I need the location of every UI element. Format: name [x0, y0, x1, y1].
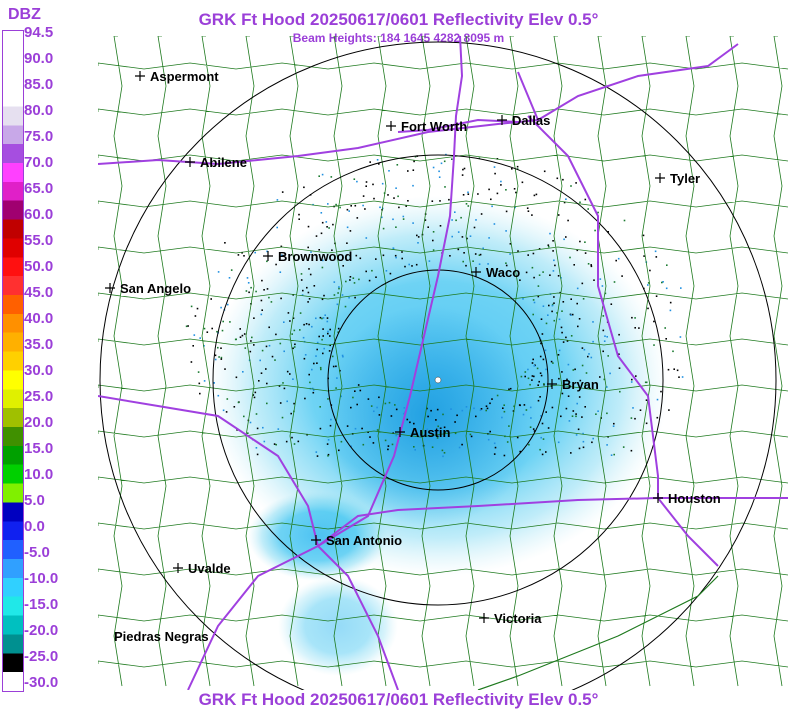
city-label: Brownwood — [278, 249, 352, 264]
city-houston: Houston — [653, 491, 721, 506]
legend-value: -30.0 — [24, 674, 59, 691]
radar-map[interactable]: Aspermont Fort Worth Dallas Abilene Tyler Bro… — [98, 36, 788, 690]
city-marker-icon — [105, 283, 115, 293]
reflectivity-legend: 94.5 90.0 85.0 80.0 75.0 70.0 65.0 60.0 55.0 50.0… — [0, 24, 70, 692]
city-markers: Aspermont Fort Worth Dallas Abilene Tyler Bro… — [105, 69, 721, 644]
county-boundaries — [98, 36, 788, 687]
city-abilene: Abilene — [185, 155, 247, 170]
radar-site-marker — [434, 376, 442, 384]
legend-value: 75.0 — [24, 128, 54, 145]
legend-value: 85.0 — [24, 76, 54, 93]
legend-value: 50.0 — [24, 258, 54, 275]
city-tyler: Tyler — [655, 171, 700, 186]
city-label: Waco — [486, 265, 520, 280]
city-marker-icon — [311, 535, 321, 545]
legend-value: 25.0 — [24, 388, 54, 405]
city-san-antonio: San Antonio — [311, 533, 402, 548]
city-label: Dallas — [512, 113, 550, 128]
city-marker-icon — [471, 267, 481, 277]
legend-value: 94.5 — [24, 24, 54, 41]
legend-value: 45.0 — [24, 284, 54, 301]
city-marker-icon — [497, 115, 507, 125]
city-marker-icon — [655, 173, 665, 183]
city-marker-icon — [135, 71, 145, 81]
city-marker-icon — [395, 427, 405, 437]
legend-value: -10.0 — [24, 570, 59, 587]
legend-value: 65.0 — [24, 180, 54, 197]
legend-value: 40.0 — [24, 310, 54, 327]
coastline — [477, 575, 719, 690]
city-marker-icon — [185, 157, 195, 167]
legend-value: 90.0 — [24, 50, 54, 67]
city-victoria: Victoria — [479, 611, 542, 626]
city-san-angelo: San Angelo — [105, 281, 191, 296]
city-label: San Antonio — [326, 533, 402, 548]
map-title-bottom: GRK Ft Hood 20250617/0601 Reflectivity E… — [198, 690, 599, 709]
legend-value: 60.0 — [24, 206, 54, 223]
legend-value: 15.0 — [24, 440, 54, 457]
legend-value: 80.0 — [24, 102, 54, 119]
city-dallas: Dallas — [497, 113, 550, 128]
legend-value: 70.0 — [24, 154, 54, 171]
city-label: Tyler — [670, 171, 700, 186]
precip-echo-south — [248, 491, 388, 581]
legend-value: 35.0 — [24, 336, 54, 353]
city-label: Abilene — [200, 155, 247, 170]
legend-value: -25.0 — [24, 648, 59, 665]
legend-value: -20.0 — [24, 622, 59, 639]
city-austin: Austin — [395, 425, 451, 440]
city-label: Austin — [410, 425, 451, 440]
legend-value: -15.0 — [24, 596, 59, 613]
city-marker-icon — [653, 493, 663, 503]
city-aspermont: Aspermont — [135, 69, 219, 84]
legend-value: -5.0 — [24, 544, 50, 561]
city-bryan: Bryan — [547, 377, 599, 392]
interstate-highways — [98, 36, 788, 690]
legend-value: 30.0 — [24, 362, 54, 379]
legend-value: 20.0 — [24, 414, 54, 431]
city-label: San Angelo — [120, 281, 191, 296]
city-label: Uvalde — [188, 561, 231, 576]
city-marker-icon — [547, 379, 557, 389]
city-label: Fort Worth — [401, 119, 467, 134]
city-marker-icon — [263, 251, 273, 261]
city-label: Houston — [668, 491, 721, 506]
legend-value: 0.0 — [24, 518, 45, 535]
legend-value: 5.0 — [24, 492, 45, 509]
city-marker-icon — [386, 121, 396, 131]
city-label: Aspermont — [150, 69, 219, 84]
precip-echo-far-south — [278, 576, 398, 676]
city-label: Victoria — [494, 611, 542, 626]
city-marker-icon — [479, 613, 489, 623]
legend-value: 10.0 — [24, 466, 54, 483]
legend-unit: DBZ — [8, 6, 41, 23]
city-uvalde: Uvalde — [173, 561, 231, 576]
city-marker-icon — [173, 563, 183, 573]
city-waco: Waco — [471, 265, 520, 280]
clutter-speckle — [185, 153, 684, 458]
range-rings — [99, 41, 777, 690]
legend-value: 55.0 — [24, 232, 54, 249]
city-brownwood: Brownwood — [263, 249, 352, 264]
city-label: Piedras Negras — [114, 629, 209, 644]
color-scale-bar — [2, 30, 24, 692]
city-label: Bryan — [562, 377, 599, 392]
city-fort-worth: Fort Worth — [386, 119, 467, 134]
beam-heights-label: Beam Heights: 184 1645 4282 8095 m — [292, 31, 505, 45]
city-piedras-negras: Piedras Negras — [114, 629, 209, 644]
map-title: GRK Ft Hood 20250617/0601 Reflectivity E… — [198, 10, 599, 29]
